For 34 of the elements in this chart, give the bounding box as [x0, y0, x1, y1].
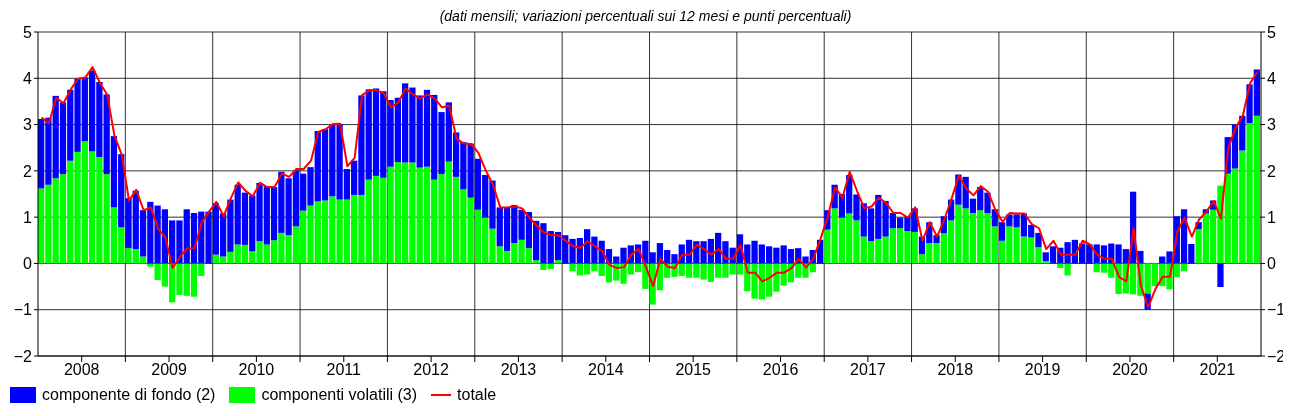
- y-tick-label: 3: [23, 116, 33, 134]
- x-tick-label: 2012: [413, 361, 450, 379]
- y-tick-label: 1: [23, 208, 33, 226]
- y-tick-label: 4: [23, 69, 33, 87]
- y2-tick-label: 1: [1267, 208, 1276, 226]
- legend-label: componenti volatili (3): [261, 386, 418, 404]
- x-tick-label: 2017: [850, 361, 886, 379]
- x-tick-label: 2009: [151, 361, 187, 379]
- x-tick-label: 2014: [588, 361, 624, 379]
- y-tick-label: 2: [23, 162, 33, 180]
- x-tick-label: 2013: [500, 361, 537, 379]
- x-tick-label: 2018: [937, 361, 974, 379]
- x-tick-label: 2015: [675, 361, 712, 379]
- bar: [1217, 263, 1224, 288]
- x-tick-label: 2021: [1199, 361, 1236, 379]
- legend-label: totale: [457, 386, 497, 404]
- y2-tick-label: 0: [1267, 255, 1276, 273]
- x-tick-label: 2019: [1024, 361, 1061, 379]
- y2-tick-label: 2: [1267, 162, 1276, 180]
- x-tick-label: 2016: [762, 361, 799, 379]
- y-tick-label: −1: [13, 301, 33, 319]
- x-tick-label: 2011: [326, 361, 362, 379]
- x-tick-label: 2020: [1112, 361, 1148, 379]
- y-tick-label: 5: [23, 23, 33, 41]
- chart-subtitle: (dati mensili; variazioni percentuali sui 12 mesi e punti percentuali): [438, 8, 853, 24]
- y-tick-label: −2: [13, 347, 33, 365]
- y2-tick-label: 5: [1267, 23, 1276, 41]
- x-tick-label: 2008: [63, 361, 100, 379]
- legend-label: componente di fondo (2): [42, 386, 216, 404]
- x-tick-label: 2010: [238, 361, 275, 379]
- bar: [554, 260, 562, 264]
- y2-tick-label: 3: [1267, 116, 1276, 134]
- y2-tick-label: 4: [1267, 69, 1276, 87]
- y-tick-label: 0: [23, 255, 33, 273]
